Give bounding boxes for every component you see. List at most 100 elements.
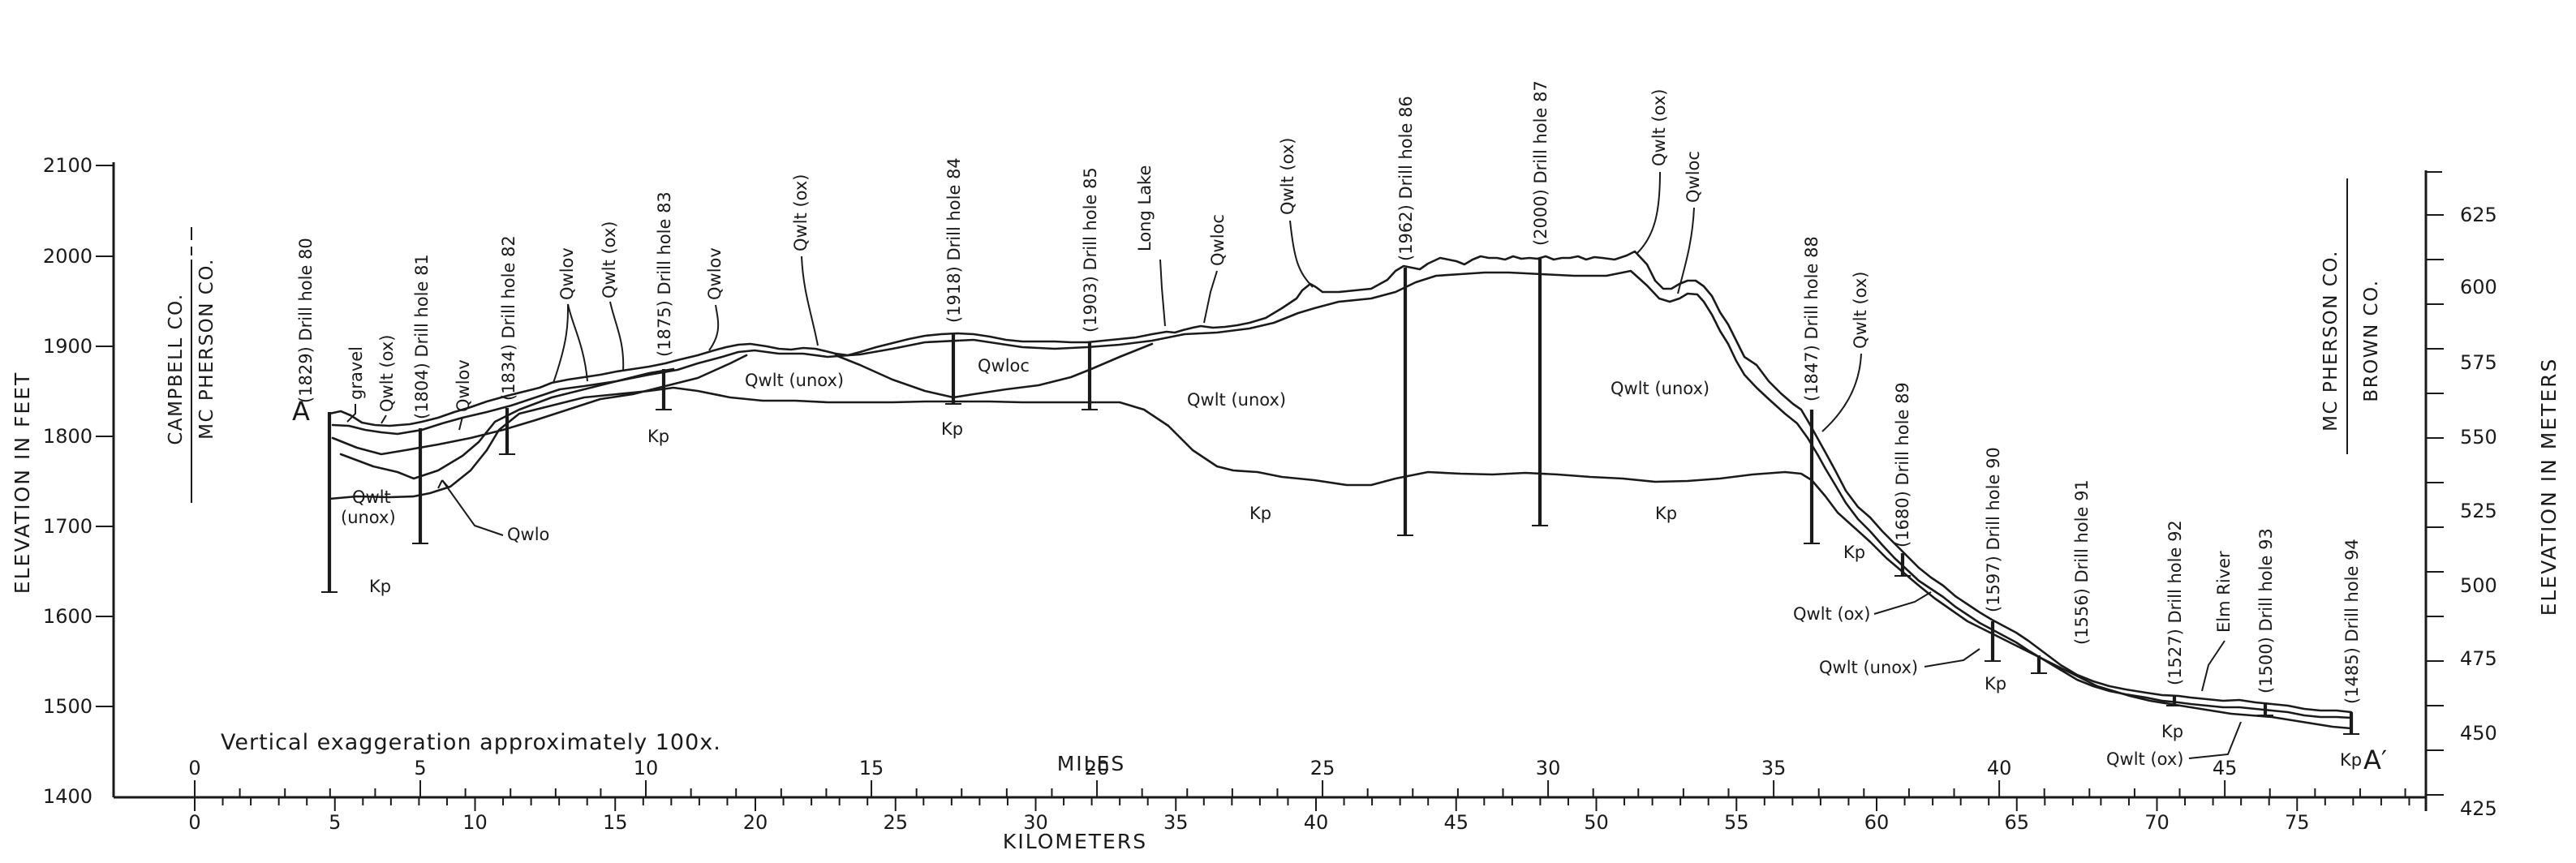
km-title: KILOMETERS (1003, 830, 1147, 853)
mile-label: 0 (188, 757, 200, 779)
km-label: 50 (1584, 811, 1609, 834)
mile-label: 25 (1310, 757, 1335, 779)
county-line-left: CAMPBELL CO. MC PHERSON CO. (166, 227, 217, 503)
km-label: 35 (1163, 811, 1189, 834)
km-label: 25 (883, 811, 908, 834)
qwlt-unox-label: Qwlt (unox) (1611, 379, 1709, 398)
section-start-label: A (292, 396, 310, 427)
meter-tick-label: 625 (2460, 204, 2497, 226)
feet-tick-label: 2100 (43, 154, 92, 177)
qwlt-unox-label: Qwlt (unox) (745, 371, 844, 390)
drill-hole-label: (1918) Drill hole 84 (944, 157, 964, 323)
county-label-campbell: CAMPBELL CO. (166, 293, 187, 444)
qwlt-ox-label: Qwlt (ox) (1649, 89, 1669, 166)
km-label: 70 (2144, 811, 2170, 834)
qwlt-ox-label: Qwlt (ox) (1851, 272, 1870, 349)
feet-tick-label: 1400 (43, 785, 92, 808)
long-lake-label: Long Lake (1135, 165, 1155, 251)
kp-label: Kp (1985, 674, 2006, 693)
drill-hole-label: (2000) Drill hole 87 (1531, 80, 1550, 246)
qwlt-ox-label: Qwlt (ox) (1278, 138, 1297, 215)
elm-river-label: Elm River (2214, 551, 2234, 633)
meter-tick-label: 525 (2460, 500, 2497, 522)
drill-hole-label: (1485) Drill hole 94 (2342, 539, 2362, 704)
kp-label: Kp (1655, 504, 1677, 523)
meter-tick-label: 450 (2460, 722, 2497, 745)
drill-hole-label: (1962) Drill hole 86 (1396, 96, 1416, 261)
qwloc-label: Qwloc (1684, 151, 1703, 203)
drill-hole-label: (1903) Drill hole 85 (1081, 167, 1100, 333)
kp-label: Kp (2161, 722, 2183, 741)
km-label: 5 (329, 811, 341, 834)
geologic-contacts (328, 250, 2353, 730)
km-label: 15 (603, 811, 628, 834)
qwlt-unox-label: Qwlt (unox) (1819, 658, 1918, 677)
qwlt-ox-label: Qwlt (ox) (1793, 604, 1870, 624)
qwloc-label: Qwloc (1208, 214, 1228, 266)
qwlo-base-line (339, 367, 675, 480)
km-label: 0 (188, 811, 200, 834)
km-label: 40 (1304, 811, 1329, 834)
drill-hole-label: (1597) Drill hole 90 (1984, 447, 2003, 612)
county-label-brown: BROWN CO. (2361, 279, 2382, 401)
meter-tick-label: 550 (2460, 426, 2497, 449)
meter-tick-label: 425 (2460, 797, 2497, 820)
drill-hole-shafts (321, 258, 2359, 735)
qwlt-ox-label: Qwlt (ox) (791, 174, 811, 251)
county-label-mcpherson: MC PHERSON CO. (196, 258, 217, 440)
county-label-mcpherson-right: MC PHERSON CO. (2320, 250, 2342, 432)
drill-hole-label: (1556) Drill hole 91 (2072, 479, 2092, 645)
section-end-label: A′ (2363, 745, 2387, 775)
feet-tick-label: 2000 (43, 245, 92, 268)
left-axis-title: ELEVATION IN FEET (11, 371, 34, 594)
qwlt-unox-label: Qwlt (unox) (1187, 390, 1286, 410)
drill-hole-label: (1500) Drill hole 93 (2256, 528, 2276, 693)
qwlt-ox-label: Qwlt (ox) (2106, 749, 2183, 769)
km-label: 30 (1023, 811, 1048, 834)
qwlt-label: Qwlt (352, 487, 391, 507)
qwloc-label: Qwloc (978, 356, 1030, 376)
unit-labels: gravel Qwlt (ox) Qwlov Qwlt (unox) Qwlo … (341, 89, 2362, 770)
qwlov-label: Qwlov (454, 359, 473, 412)
mile-label: 45 (2213, 757, 2238, 779)
qwlov-label: Qwlov (557, 247, 577, 300)
km-label: 20 (743, 811, 768, 834)
feet-tick-label: 1500 (43, 695, 92, 718)
left-elevation-axis: 2100 2000 1900 1800 1700 1600 1500 1400 … (11, 154, 115, 808)
right-elevation-axis: 625 600 575 550 525 500 475 450 425 ELEV… (2424, 170, 2561, 820)
kp-label: Kp (1843, 543, 1865, 562)
drill-hole-label: (1680) Drill hole 89 (1893, 382, 1912, 547)
exaggeration-note: Vertical exaggeration approximately 100x… (221, 730, 721, 755)
mile-label: 35 (1761, 757, 1787, 779)
qwlt-unox-label: (unox) (341, 508, 396, 527)
feet-tick-label: 1900 (43, 335, 92, 358)
qwlt-ox-label: Qwlt (ox) (377, 335, 397, 412)
meter-tick-label: 475 (2460, 647, 2497, 670)
drill-hole-label: (1875) Drill hole 83 (655, 191, 674, 357)
km-label: 10 (462, 811, 488, 834)
drill-hole-label: (1527) Drill hole 92 (2165, 520, 2185, 685)
km-label: 60 (1864, 811, 1890, 834)
oxidation-contact-line (331, 269, 2353, 719)
feet-tick-label: 1700 (43, 515, 92, 538)
mile-label: 20 (1085, 757, 1110, 779)
miles-title: MILES (1057, 752, 1126, 775)
drill-hole-label: (1829) Drill hole 80 (296, 238, 316, 403)
drill-hole-label: (1834) Drill hole 82 (499, 235, 518, 401)
kp-label: Kp (369, 577, 391, 596)
land-surface-line (328, 250, 2353, 714)
drill-hole-label: (1804) Drill hole 81 (412, 254, 432, 419)
county-line-right: MC PHERSON CO. BROWN CO. (2320, 178, 2382, 454)
qwlov-label: Qwlov (705, 247, 725, 300)
km-label: 75 (2285, 811, 2310, 834)
meter-tick-label: 575 (2460, 351, 2497, 374)
mile-label: 5 (414, 757, 426, 779)
km-label: 45 (1443, 811, 1469, 834)
feet-tick-label: 1800 (43, 425, 92, 448)
mile-label: 40 (1987, 757, 2012, 779)
drill-hole-label: (1847) Drill hole 88 (1802, 236, 1821, 401)
gravel-label: gravel (346, 346, 366, 400)
km-label: 55 (1724, 811, 1749, 834)
kp-label: Kp (1249, 504, 1271, 523)
